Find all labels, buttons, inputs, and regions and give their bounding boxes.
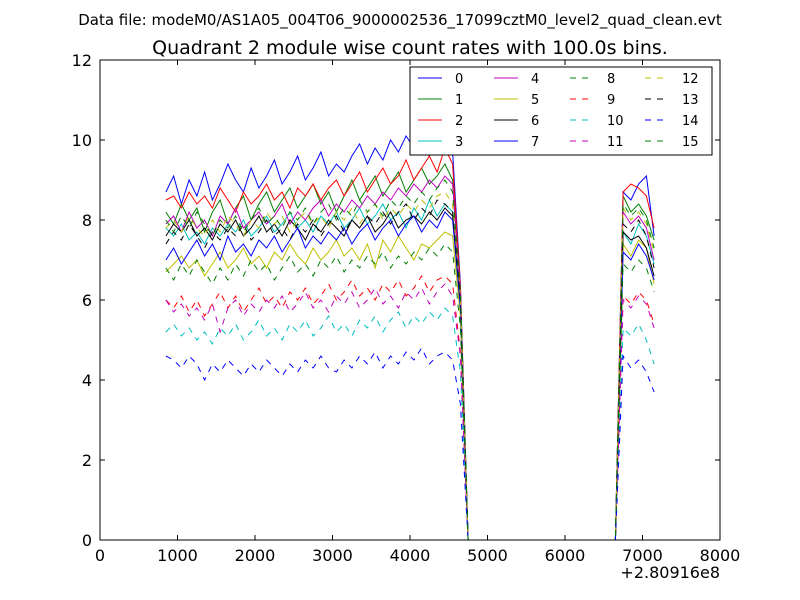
y-tick-label: 2 (82, 451, 92, 470)
legend-label-10: 10 (607, 114, 624, 129)
x-tick-label: 3000 (312, 546, 353, 565)
legend-label-8: 8 (607, 72, 615, 87)
legend-frame (409, 66, 713, 156)
legend-label-1: 1 (455, 93, 463, 108)
series-12-line (165, 191, 655, 541)
x-tick-label: 7000 (622, 546, 663, 565)
chart-title: Quadrant 2 module wise count rates with … (152, 37, 668, 59)
x-tick-label: 0 (95, 546, 105, 565)
legend-label-0: 0 (455, 72, 463, 87)
series-9-line (165, 274, 655, 541)
legend-label-3: 3 (455, 135, 463, 150)
legend-label-9: 9 (607, 93, 615, 108)
legend-label-11: 11 (607, 135, 624, 150)
y-tick-label: 8 (82, 211, 92, 230)
x-tick-label: 2000 (235, 546, 276, 565)
legend-label-2: 2 (455, 114, 463, 129)
y-tick-label: 10 (72, 131, 92, 150)
x-tick-label: 5000 (467, 546, 508, 565)
series-11-line (165, 283, 655, 541)
chart-suptitle: Data file: modeM0/AS1A05_004T06_90000025… (78, 11, 722, 30)
legend-label-5: 5 (531, 93, 539, 108)
legend-label-6: 6 (531, 114, 539, 129)
x-tick-label: 8000 (700, 546, 741, 565)
legend-label-13: 13 (682, 93, 699, 108)
y-tick-label: 12 (72, 51, 92, 70)
legend-label-7: 7 (531, 135, 539, 150)
legend-label-4: 4 (531, 72, 539, 87)
tick-layer: 0 1000 2000 3000 4000 5000 6000 7000 80000246810… (72, 51, 741, 565)
y-tick-label: 6 (82, 291, 92, 310)
legend-label-12: 12 (682, 72, 699, 87)
y-tick-label: 0 (82, 531, 92, 550)
x-tick-label: 4000 (390, 546, 431, 565)
legend-label-14: 14 (682, 114, 699, 129)
x-offset-label: +2.80916e8 (620, 563, 720, 582)
y-tick-label: 4 (82, 371, 92, 390)
legend-label-15: 15 (682, 135, 699, 150)
x-tick-label: 1000 (157, 546, 198, 565)
x-tick-label: 6000 (545, 546, 586, 565)
